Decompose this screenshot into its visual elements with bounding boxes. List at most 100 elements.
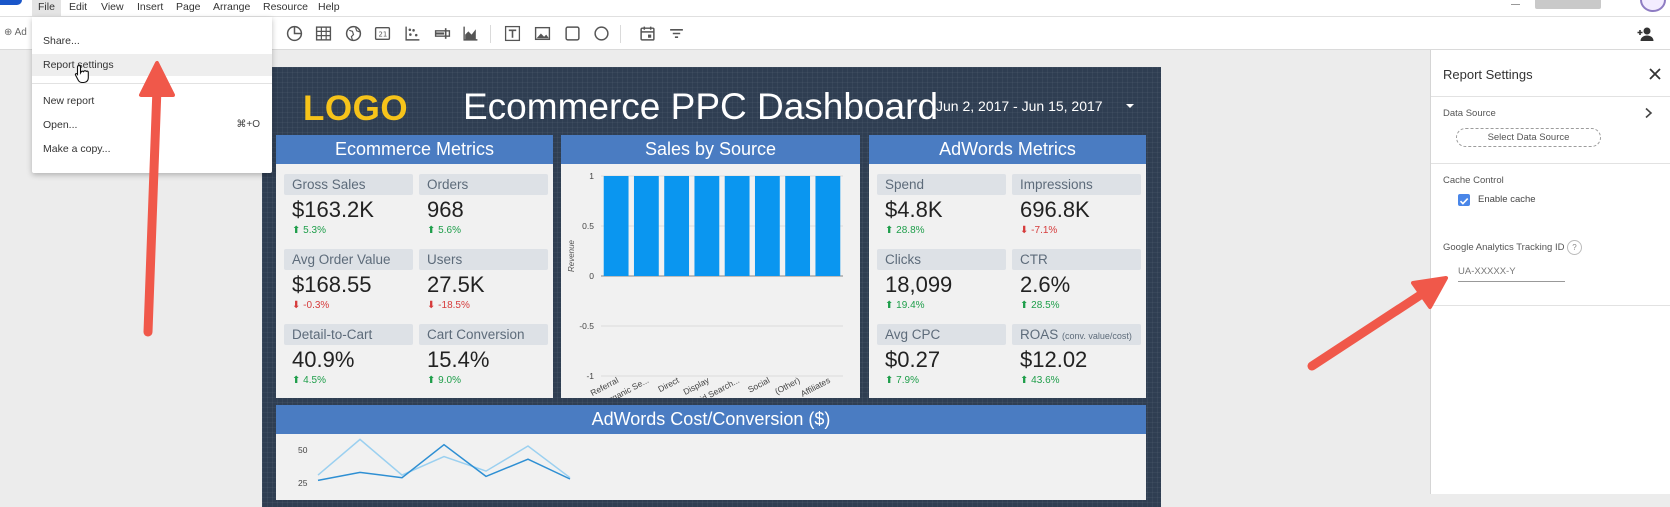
bar[interactable]	[724, 176, 750, 276]
bar[interactable]	[754, 176, 780, 276]
help-icon[interactable]: ?	[1567, 240, 1582, 255]
metric-value: 696.8K	[1020, 197, 1090, 222]
shortcut-label: ⌘+O	[236, 119, 260, 130]
metric-delta: ⬆ 19.4%	[885, 300, 925, 311]
rectangle-icon[interactable]	[562, 23, 582, 43]
svg-text:21: 21	[378, 30, 387, 38]
metric-value: 2.6%	[1020, 272, 1071, 297]
add-page-label: Ad	[14, 27, 27, 38]
scorecard-spend[interactable]: Spend $4.8K ⬆ 28.8%	[877, 174, 1006, 236]
sales-by-source-panel[interactable]: Sales by Source 1 0.5 0 -0.5 -1 Revenue Referr…	[561, 135, 860, 398]
ecommerce-metrics-panel[interactable]: Ecommerce Metrics Gross Sales $163.2K ⬆ …	[276, 135, 553, 398]
section-divider	[1431, 96, 1670, 97]
section-divider	[1431, 305, 1670, 306]
adwords-metrics-panel[interactable]: AdWords Metrics Spend $4.8K ⬆ 28.8% Impr…	[869, 135, 1146, 398]
ga-tracking-label: Google Analytics Tracking ID	[1443, 242, 1565, 253]
scorecard-gross-sales[interactable]: Gross Sales $163.2K ⬆ 5.3%	[284, 174, 413, 236]
enable-cache-checkbox[interactable]	[1458, 194, 1470, 206]
scorecard-detail-to-cart[interactable]: Detail-to-Cart 40.9% ⬆ 4.5%	[284, 324, 413, 386]
panel-heading: AdWords Cost/Conversion ($)	[276, 405, 1146, 434]
metric-delta: ⬆ 28.8%	[885, 225, 925, 236]
close-icon[interactable]	[1647, 66, 1663, 82]
menu-edit[interactable]: Edit	[69, 1, 88, 13]
metric-label: CTR	[1012, 249, 1141, 270]
metric-delta: ⬇ -18.5%	[427, 300, 470, 311]
menu-arrange[interactable]: Arrange	[213, 1, 251, 13]
checkmark-icon	[1459, 198, 1469, 205]
chevron-right-icon[interactable]	[1643, 107, 1653, 119]
menu-item-new-report[interactable]: New report	[43, 95, 95, 107]
scorecard-roas[interactable]: ROAS (conv. value/cost) $12.02 ⬆ 43.6%	[1012, 324, 1141, 386]
area-chart-icon[interactable]	[460, 23, 480, 43]
pie-chart-icon[interactable]	[284, 23, 304, 43]
x-tick-label: Direct	[656, 375, 681, 395]
image-icon[interactable]	[532, 23, 552, 43]
ga-tracking-id-input[interactable]: UA-XXXXX-Y	[1458, 266, 1565, 282]
menu-item-report-settings[interactable]: Report settings	[32, 54, 272, 76]
menu-divider	[32, 83, 272, 84]
share-button[interactable]	[1535, 0, 1601, 9]
metric-label: Avg Order Value	[284, 249, 413, 270]
file-menu-dropdown: Share... Report settings New report Open…	[32, 17, 272, 173]
metric-value: $12.02	[1020, 347, 1088, 372]
scorecard-avg-cpc[interactable]: Avg CPC $0.27 ⬆ 7.9%	[877, 324, 1006, 386]
x-tick-label: Affiliates	[799, 375, 832, 398]
menu-item-share[interactable]: Share...	[43, 35, 80, 47]
chevron-down-icon[interactable]	[1126, 104, 1134, 108]
enable-cache-label[interactable]: Enable cache	[1478, 194, 1536, 205]
scorecard-cart-conversion[interactable]: Cart Conversion 15.4% ⬆ 9.0%	[419, 324, 548, 386]
bar[interactable]	[785, 176, 811, 276]
filter-control-icon[interactable]	[666, 23, 686, 43]
metric-value: $4.8K	[885, 197, 943, 222]
bar[interactable]	[603, 176, 629, 276]
scatter-chart-icon[interactable]	[402, 23, 422, 43]
menu-page[interactable]: Page	[176, 1, 201, 13]
menu-file[interactable]: File	[32, 0, 61, 16]
dash-mark	[1511, 0, 1520, 5]
geo-map-icon[interactable]	[343, 23, 363, 43]
scorecard-impressions[interactable]: Impressions 696.8K ⬇ -7.1%	[1012, 174, 1141, 236]
metric-delta: ⬆ 4.5%	[292, 375, 326, 386]
menu-insert[interactable]: Insert	[137, 1, 164, 13]
bar[interactable]	[664, 176, 690, 276]
menu-resource[interactable]: Resource	[263, 1, 308, 13]
scorecard-icon[interactable]: 21	[372, 23, 392, 43]
bar[interactable]	[633, 176, 659, 276]
cost-conversion-chart[interactable]: 50 25	[276, 434, 1146, 500]
settings-title: Report Settings	[1443, 67, 1533, 82]
date-range-control[interactable]: Jun 2, 2017 - Jun 15, 2017	[936, 98, 1103, 114]
scorecard-avg-order-value[interactable]: Avg Order Value $168.55 ⬇ -0.3%	[284, 249, 413, 311]
menu-item-open[interactable]: Open... ⌘+O	[32, 114, 272, 136]
cost-conversion-panel[interactable]: AdWords Cost/Conversion ($) 50 25	[276, 405, 1146, 500]
bar[interactable]	[694, 176, 720, 276]
bullet-chart-icon[interactable]	[432, 23, 452, 43]
metric-delta: ⬆ 9.0%	[427, 375, 461, 386]
y-tick-label: -1	[586, 371, 594, 381]
metric-value: 18,099	[885, 272, 953, 297]
scorecard-orders[interactable]: Orders 968 ⬆ 5.6%	[419, 174, 548, 236]
select-data-source-button[interactable]: Select Data Source	[1456, 128, 1601, 147]
scorecard-clicks[interactable]: Clicks 18,099 ⬆ 19.4%	[877, 249, 1006, 311]
circle-icon[interactable]	[591, 23, 611, 43]
panel-heading: Ecommerce Metrics	[276, 135, 553, 164]
metric-delta: ⬇ -0.3%	[292, 300, 330, 311]
menu-help[interactable]: Help	[318, 1, 340, 13]
report-logo[interactable]: LOGO	[303, 89, 409, 128]
bar[interactable]	[815, 176, 841, 276]
menu-view[interactable]: View	[101, 1, 124, 13]
scorecard-users[interactable]: Users 27.5K ⬇ -18.5%	[419, 249, 548, 311]
app-logo[interactable]	[0, 0, 22, 5]
table-icon[interactable]	[313, 23, 333, 43]
scorecard-ctr[interactable]: CTR 2.6% ⬆ 28.5%	[1012, 249, 1141, 311]
metric-label: Orders	[419, 174, 548, 195]
add-page-button[interactable]: ⊕ Ad	[4, 27, 27, 38]
report-title[interactable]: Ecommerce PPC Dashboard	[463, 86, 939, 127]
add-person-icon[interactable]	[1636, 24, 1656, 44]
metric-label-sub: (conv. value/cost)	[1062, 331, 1132, 341]
metric-label: Detail-to-Cart	[284, 324, 413, 345]
text-icon[interactable]	[502, 23, 522, 43]
menu-item-make-copy[interactable]: Make a copy...	[43, 143, 111, 155]
date-range-icon[interactable]	[637, 23, 657, 43]
avatar[interactable]	[1640, 0, 1666, 12]
